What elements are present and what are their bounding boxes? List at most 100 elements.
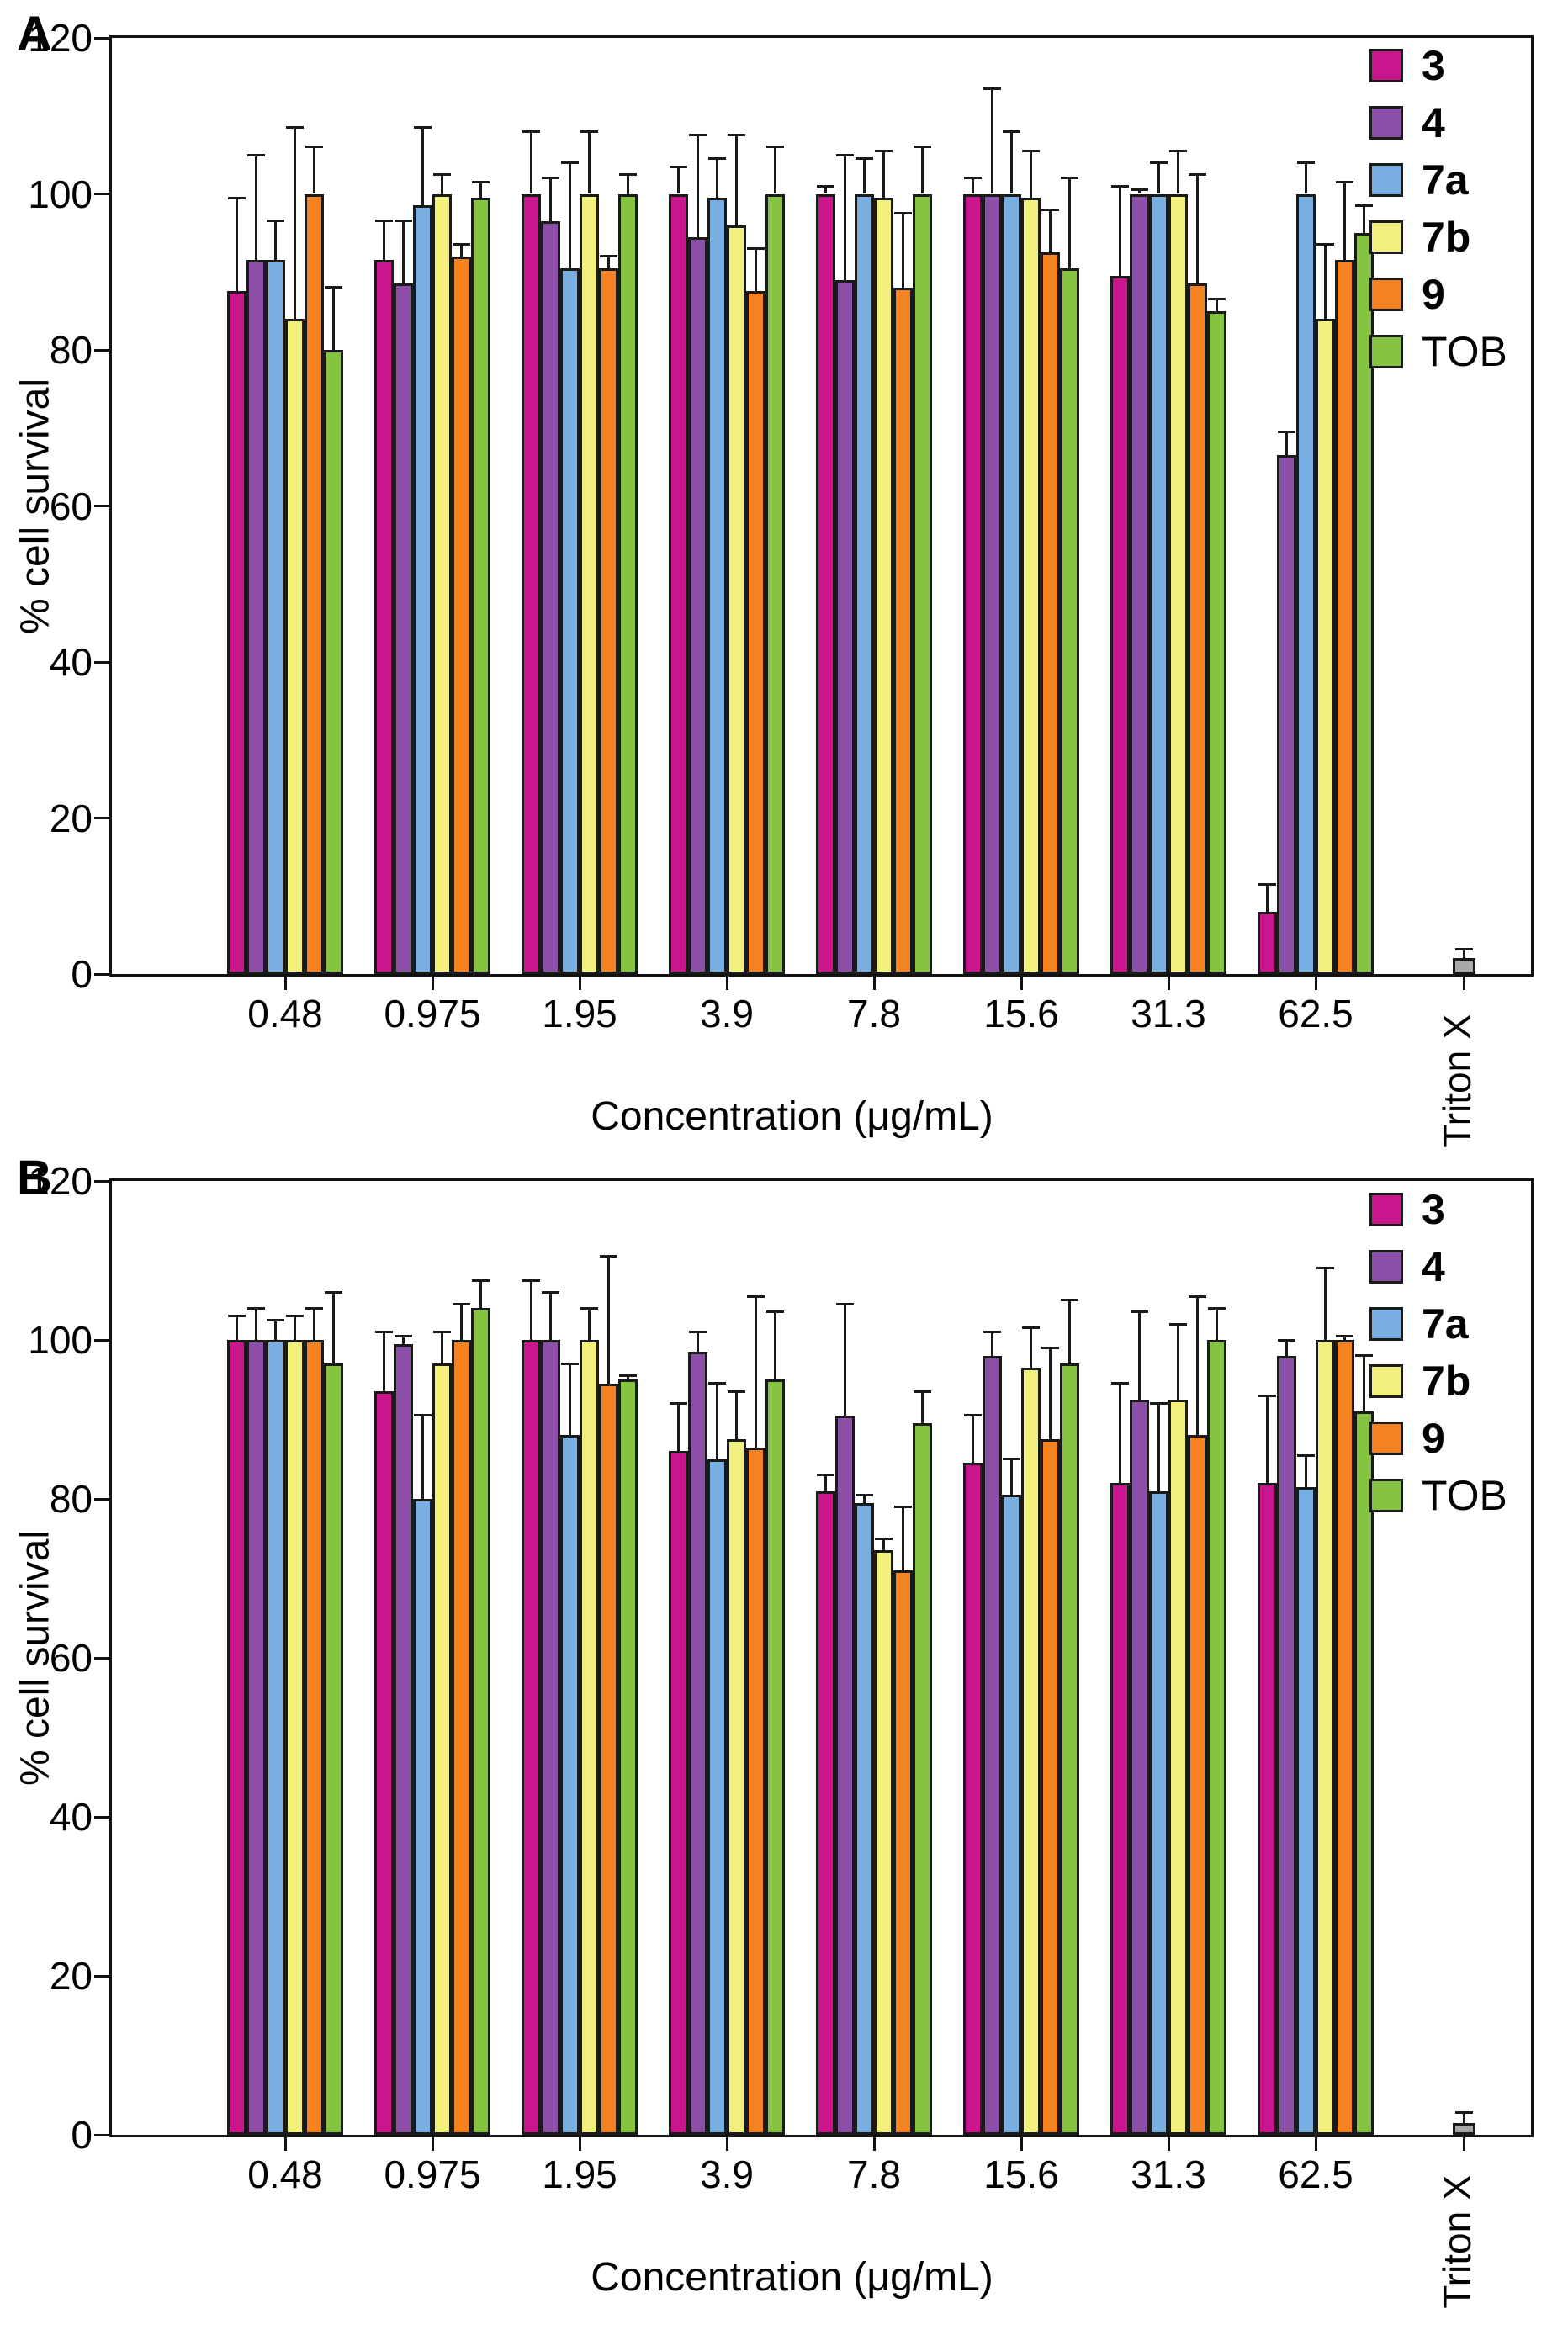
bar-a-1.95-3	[522, 193, 541, 974]
bar-a-7.8-7b-error-cap	[875, 149, 893, 152]
y-tick-label-a: 40	[49, 640, 93, 684]
bar-a-7.8-7b-error	[882, 151, 885, 199]
bar-a-7.8-TOB-error-cap	[914, 146, 931, 149]
bar-b-3.9-7a-error-cap	[708, 1382, 726, 1385]
bar-b-7.8-TOB	[913, 1423, 932, 2135]
bar-b-0.975-7a-error-cap	[414, 1414, 432, 1417]
bar-a-0.975-4	[394, 283, 413, 974]
bar-a-1.95-7b	[580, 193, 599, 974]
bar-b-15.6-3-error	[972, 1415, 974, 1464]
bar-a-15.6-4-error-cap	[983, 87, 1001, 90]
bar-a-15.6-TOB-error-cap	[1061, 177, 1078, 180]
bar-a-0.48-7b-error-cap	[286, 126, 304, 130]
bar-b-1.95-7a	[560, 1435, 580, 2135]
bar-b-31.3-3-error-cap	[1111, 1382, 1129, 1385]
bar-a-0.975-7a-error	[421, 127, 424, 206]
legend-label-a-7b: 7b	[1422, 214, 1471, 261]
panel-letter-b: B	[17, 1151, 52, 1205]
y-tick-label-b: 40	[49, 1795, 93, 1839]
bar-b-7.8-9-error-cap	[894, 1505, 912, 1508]
legend-swatch-b-7a	[1369, 1307, 1403, 1341]
bar-b-0.975-9	[452, 1340, 471, 2135]
bar-a-0.48-4-error	[255, 155, 257, 261]
bar-a-1.95-7a-error-cap	[561, 161, 579, 164]
bar-b-0.975-TOB-error	[479, 1280, 482, 1309]
x-tick-label-b-5: 15.6	[983, 2152, 1059, 2196]
x-tick-a	[283, 977, 287, 990]
bar-b-7.8-TOB-error-cap	[914, 1390, 931, 1393]
bar-b-0.48-7a-error	[274, 1320, 277, 1340]
bar-b-15.6-7b-error-cap	[1022, 1326, 1040, 1330]
bar-b-7.8-3-error	[824, 1475, 827, 1491]
bar-b-3.9-3	[669, 1451, 688, 2135]
bar-b-3.9-7b	[727, 1439, 746, 2135]
bar-b-7.8-9	[893, 1570, 913, 2135]
bar-b-31.3-7a-error-cap	[1150, 1402, 1168, 1406]
bar-b-62.5-7b-error	[1324, 1268, 1327, 1340]
bar-b-15.6-7a-error	[1010, 1459, 1013, 1496]
y-tick-a	[94, 660, 109, 664]
bar-a-0.975-TOB	[471, 198, 490, 974]
bar-b-3.9-TOB	[765, 1379, 785, 2135]
bar-a-triton-x	[1452, 958, 1475, 974]
bar-a-15.6-7a-error	[1010, 131, 1013, 194]
x-tick-a-triton	[1462, 977, 1465, 990]
bar-b-1.95-7a-error	[569, 1363, 571, 1436]
x-tick-a	[725, 977, 728, 990]
bar-b-62.5-7b	[1316, 1340, 1335, 2135]
bar-b-31.3-4	[1130, 1399, 1149, 2135]
bar-b-0.975-4-error-cap	[395, 1334, 412, 1337]
bar-a-3.9-7a-error-cap	[708, 157, 726, 161]
bar-b-0.48-7b-error-cap	[286, 1315, 304, 1318]
bar-a-3.9-7a	[707, 198, 727, 974]
y-tick-label-a: 80	[49, 328, 93, 372]
bar-a-0.48-7b	[285, 318, 305, 974]
bar-b-31.3-4-error	[1138, 1311, 1141, 1400]
bar-a-62.5-3-error-cap	[1258, 882, 1276, 886]
bar-a-7.8-3-error-cap	[817, 184, 834, 188]
y-tick-b	[94, 1179, 109, 1183]
bar-b-31.3-3-error	[1119, 1383, 1121, 1484]
bar-a-31.3-9-error	[1196, 174, 1199, 284]
x-tick-b	[578, 2137, 581, 2151]
bar-b-31.3-7a-error	[1157, 1403, 1160, 1491]
bar-a-31.3-9-error-cap	[1189, 172, 1206, 176]
bar-b-62.5-4	[1277, 1355, 1296, 2135]
bar-b-31.3-TOB-error-cap	[1208, 1306, 1226, 1310]
x-tick-label-a-5: 15.6	[983, 992, 1059, 1035]
bar-a-31.3-4	[1130, 193, 1149, 974]
bar-b-31.3-3	[1110, 1483, 1130, 2135]
bar-a-0.975-3-error	[383, 220, 385, 261]
bar-b-62.5-TOB	[1354, 1411, 1374, 2135]
bar-a-0.975-4-error	[402, 220, 405, 284]
x-tick-a	[872, 977, 876, 990]
legend-swatch-a-4	[1369, 106, 1403, 140]
bar-a-7.8-3	[816, 193, 835, 974]
bar-a-31.3-3-error	[1119, 186, 1121, 276]
bar-b-0.48-3-error-cap	[228, 1315, 246, 1318]
bar-a-62.5-TOB-error-cap	[1355, 204, 1373, 207]
bar-a-62.5-3-error	[1266, 884, 1269, 912]
bar-b-triton-x-error-cap	[1454, 2111, 1473, 2115]
bar-a-0.48-3	[227, 291, 246, 974]
bar-b-62.5-7b-error-cap	[1316, 1267, 1334, 1270]
bar-a-1.95-3-error-cap	[522, 130, 540, 133]
bar-a-62.5-9-error	[1343, 182, 1346, 261]
bar-a-3.9-TOB-error	[774, 146, 776, 194]
bar-b-31.3-4-error-cap	[1131, 1310, 1148, 1314]
bar-a-31.3-9	[1188, 283, 1207, 974]
bar-b-3.9-9-error-cap	[747, 1295, 765, 1298]
bar-b-15.6-TOB	[1060, 1363, 1079, 2135]
bar-a-3.9-7b	[727, 225, 746, 974]
bar-a-15.6-TOB	[1060, 267, 1079, 974]
x-tick-label-a-2: 1.95	[542, 992, 617, 1035]
bar-b-31.3-9-error-cap	[1189, 1295, 1206, 1298]
legend-swatch-a-3	[1369, 49, 1403, 82]
bar-a-15.6-7b-error	[1030, 151, 1032, 199]
bar-a-0.48-7b-error	[294, 127, 296, 319]
bar-b-3.9-3-error-cap	[670, 1402, 687, 1406]
bar-b-0.48-7a-error-cap	[267, 1318, 284, 1321]
bar-a-0.975-7b-error	[441, 174, 443, 194]
bar-a-7.8-7a-error	[863, 158, 866, 194]
x-tick-b	[283, 2137, 287, 2151]
